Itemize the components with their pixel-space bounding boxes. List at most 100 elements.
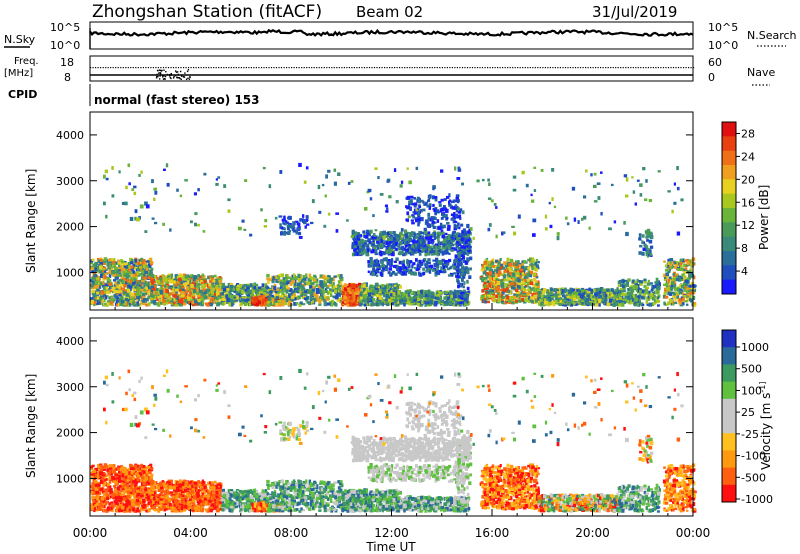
power-cell: [496, 288, 500, 292]
power-cell: [585, 297, 590, 302]
power-cell: [219, 298, 222, 302]
power-cell: [519, 275, 522, 280]
nave-tick-low: 0: [708, 71, 715, 84]
power-cell: [341, 289, 345, 293]
nave-dot: [434, 67, 436, 69]
power-cell: [169, 285, 174, 288]
power-cell: [680, 267, 684, 272]
power-cell: [178, 285, 182, 289]
power-cell: [332, 295, 336, 299]
nave-dot: [135, 67, 137, 69]
power-cell: [310, 276, 313, 280]
power-cell: [106, 277, 110, 281]
power-cell: [94, 267, 97, 272]
nave-dot: [409, 67, 411, 69]
power-cell: [612, 299, 616, 303]
power-cell: [663, 303, 666, 306]
power-cell: [287, 280, 291, 283]
power-cell: [518, 264, 522, 268]
power-cell: [257, 292, 261, 297]
power-cell: [184, 279, 187, 283]
power-cell: [348, 282, 351, 287]
power-cell: [674, 301, 678, 305]
power-cell: [346, 294, 350, 297]
power-cell: [171, 289, 175, 293]
power-cell: [531, 293, 535, 298]
power-cell: [193, 286, 198, 290]
power-cell: [358, 297, 362, 302]
power-cell: [260, 287, 264, 291]
power-cell: [636, 302, 639, 306]
nave-dot: [183, 67, 185, 69]
power-cell: [146, 297, 149, 302]
power-cell: [511, 272, 516, 277]
nave-dot: [617, 67, 619, 69]
power-cell: [449, 302, 453, 306]
power-cell: [172, 280, 176, 284]
power-cell: [190, 293, 194, 297]
power-cell: [280, 279, 284, 282]
power-cell: [208, 283, 211, 287]
power-cell: [538, 291, 542, 295]
power-cell: [520, 297, 525, 302]
power-cell: [327, 275, 331, 278]
nave-dot: [293, 67, 295, 69]
power-cell: [359, 300, 363, 304]
nave-dot: [577, 67, 579, 69]
power-cell: [518, 282, 522, 287]
power-cell: [503, 278, 508, 282]
power-cell: [613, 303, 617, 307]
power-cell: [464, 301, 467, 306]
power-cell: [270, 294, 274, 299]
power-cell: [148, 287, 152, 291]
power-cell: [267, 298, 271, 301]
power-cell: [309, 293, 314, 296]
power-cell: [319, 295, 322, 299]
power-cell: [90, 299, 94, 304]
power-cell: [130, 278, 135, 282]
power-cell: [521, 271, 525, 275]
nave-dot: [436, 67, 438, 69]
nave-dot: [159, 72, 162, 74]
power-cell: [263, 288, 267, 291]
power-cell: [109, 267, 113, 270]
power-cell: [95, 277, 100, 281]
power-cell: [203, 279, 207, 283]
power-cell: [522, 293, 526, 297]
power-cell: [485, 291, 488, 295]
nave-dot: [303, 67, 305, 69]
nave-dot: [522, 67, 524, 69]
power-cell: [501, 295, 505, 299]
power-cell: [91, 285, 94, 288]
power-cell: [378, 290, 382, 294]
nave-dot: [125, 67, 127, 69]
power-cell: [99, 262, 103, 266]
power-cell: [151, 287, 156, 292]
power-cell: [375, 282, 379, 287]
power-cell: [320, 281, 323, 286]
power-cell: [136, 271, 140, 276]
power-cell: [407, 293, 411, 297]
nave-dot: [238, 67, 240, 69]
power-cell: [568, 290, 572, 295]
power-cell: [562, 303, 565, 307]
power-cell: [232, 286, 236, 290]
power-cell: [165, 281, 169, 284]
nave-dot: [195, 67, 197, 69]
nave-dot: [92, 67, 94, 69]
nave-dot: [534, 67, 536, 69]
power-cell: [485, 292, 489, 297]
power-cell: [217, 292, 220, 296]
power-cell: [647, 298, 650, 301]
power-cell: [275, 279, 278, 283]
power-cell: [244, 288, 249, 293]
power-cell: [286, 294, 289, 298]
nave-dot: [175, 67, 177, 69]
power-cell: [132, 292, 137, 297]
nave-dot: [179, 77, 181, 80]
nave-dot: [574, 67, 577, 69]
power-cell: [678, 290, 683, 295]
power-cell: [362, 294, 365, 298]
cpid-label: CPID: [8, 88, 37, 101]
power-cell: [132, 288, 137, 292]
